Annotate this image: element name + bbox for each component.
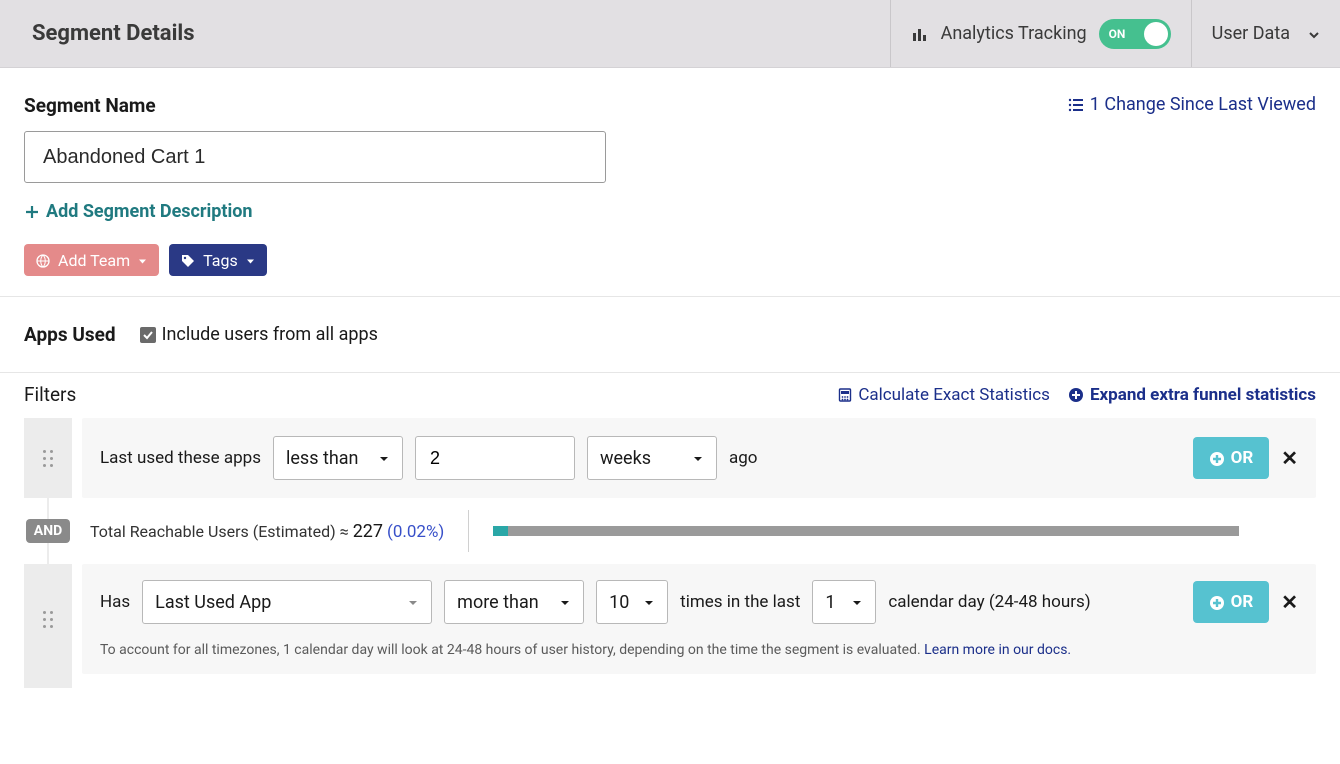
analytics-label: Analytics Tracking — [941, 23, 1087, 44]
caret-down-icon — [407, 592, 419, 613]
caret-down-icon — [643, 592, 655, 613]
globe-icon — [36, 251, 50, 270]
filter2-mid: times in the last — [680, 592, 800, 612]
calculator-icon — [838, 385, 852, 405]
filter2-suffix: calendar day (24-48 hours) — [888, 592, 1090, 612]
toggle-on-label: ON — [1099, 27, 1126, 41]
estimate-percent: (0.02%) — [387, 522, 444, 542]
filter2-count-select[interactable]: 10 — [596, 580, 668, 624]
caret-down-icon — [138, 251, 147, 270]
caret-down-icon — [246, 251, 255, 270]
caret-down-icon — [559, 592, 571, 613]
or-label: OR — [1231, 592, 1254, 612]
plus-circle-icon — [1068, 385, 1084, 405]
checkbox-icon — [140, 327, 156, 343]
drag-handle[interactable] — [24, 564, 72, 674]
filter2-days-select[interactable]: 1 — [812, 580, 876, 624]
caret-down-icon — [378, 448, 390, 469]
segment-name-section: Segment Name 1 Change Since Last Viewed … — [0, 68, 1340, 296]
filter2-attribute-select[interactable]: Last Used App — [142, 580, 432, 624]
calculate-stats-label: Calculate Exact Statistics — [858, 385, 1050, 405]
filter1-prefix: Last used these apps — [100, 448, 261, 468]
plus-icon — [24, 201, 40, 222]
tags-label: Tags — [203, 251, 238, 270]
or-button[interactable]: OR — [1193, 437, 1270, 479]
filter1-unit-select[interactable]: weeks — [587, 436, 717, 480]
drag-handle[interactable] — [24, 418, 72, 498]
analytics-section: Analytics Tracking ON — [890, 0, 1191, 67]
plus-circle-icon — [1209, 592, 1225, 612]
and-badge: AND — [26, 519, 70, 543]
page-title: Segment Details — [0, 21, 890, 46]
changes-text: 1 Change Since Last Viewed — [1090, 94, 1316, 115]
filter2-comparator-select[interactable]: more than — [444, 580, 584, 624]
filter2-hint-text: To account for all timezones, 1 calendar… — [100, 642, 924, 658]
expand-funnel-label: Expand extra funnel statistics — [1090, 385, 1316, 405]
filter2-attribute-value: Last Used App — [155, 592, 271, 613]
include-all-apps-checkbox[interactable]: Include users from all apps — [140, 324, 378, 345]
filter-row-2: Has Last Used App more than 10 times in … — [24, 564, 1316, 674]
include-all-apps-label: Include users from all apps — [162, 324, 378, 345]
filter2-prefix: Has — [100, 592, 130, 612]
tag-icon — [181, 251, 195, 270]
segment-name-input[interactable] — [24, 131, 606, 183]
caret-down-icon — [692, 448, 704, 469]
user-data-dropdown[interactable]: User Data — [1191, 0, 1340, 67]
apps-used-section: Apps Used Include users from all apps — [0, 297, 1340, 372]
expand-funnel-button[interactable]: Expand extra funnel statistics — [1068, 385, 1316, 405]
and-divider-row: AND Total Reachable Users (Estimated) ≈ … — [24, 498, 1316, 564]
tags-button[interactable]: Tags — [169, 244, 267, 276]
list-icon — [1068, 94, 1084, 115]
changes-link[interactable]: 1 Change Since Last Viewed — [1068, 94, 1316, 115]
filter2-count-value: 10 — [609, 592, 629, 613]
filter1-suffix: ago — [729, 448, 758, 468]
filter-row-1: Last used these apps less than weeks ago… — [24, 418, 1316, 498]
filters-section: Filters Calculate Exact Statistics Expan… — [0, 373, 1340, 688]
chart-icon — [911, 24, 929, 44]
or-button[interactable]: OR — [1193, 581, 1270, 623]
caret-down-icon — [851, 592, 863, 613]
remove-filter-button[interactable]: ✕ — [1281, 446, 1298, 470]
remove-filter-button[interactable]: ✕ — [1281, 590, 1298, 614]
chevron-down-icon — [1308, 24, 1320, 43]
segment-name-label: Segment Name — [24, 94, 606, 117]
learn-more-link[interactable]: Learn more in our docs. — [924, 642, 1071, 658]
estimate-value: 227 — [353, 521, 383, 542]
apps-used-label: Apps Used — [24, 323, 116, 346]
top-bar: Segment Details Analytics Tracking ON Us… — [0, 0, 1340, 68]
filter2-hint: To account for all timezones, 1 calendar… — [100, 642, 1298, 658]
rail-tail — [24, 674, 72, 688]
filter2-comparator-value: more than — [457, 592, 539, 613]
add-description-button[interactable]: Add Segment Description — [24, 201, 1316, 222]
plus-circle-icon — [1209, 448, 1225, 468]
filter1-value-input[interactable] — [415, 436, 575, 480]
filters-title: Filters — [24, 383, 76, 406]
add-team-button[interactable]: Add Team — [24, 244, 159, 276]
user-data-label: User Data — [1212, 23, 1290, 44]
toggle-knob — [1144, 22, 1168, 46]
or-label: OR — [1231, 448, 1254, 468]
calculate-stats-button[interactable]: Calculate Exact Statistics — [838, 385, 1050, 405]
filter1-unit-value: weeks — [600, 448, 651, 469]
filter1-comparator-select[interactable]: less than — [273, 436, 403, 480]
filter2-days-value: 1 — [825, 592, 835, 613]
add-description-label: Add Segment Description — [46, 201, 253, 222]
estimate-label: Total Reachable Users (Estimated) ≈ — [90, 522, 349, 541]
add-team-label: Add Team — [58, 251, 130, 270]
filter1-comparator-value: less than — [286, 448, 359, 469]
estimate-bar — [493, 526, 1239, 536]
analytics-toggle[interactable]: ON — [1099, 19, 1171, 49]
